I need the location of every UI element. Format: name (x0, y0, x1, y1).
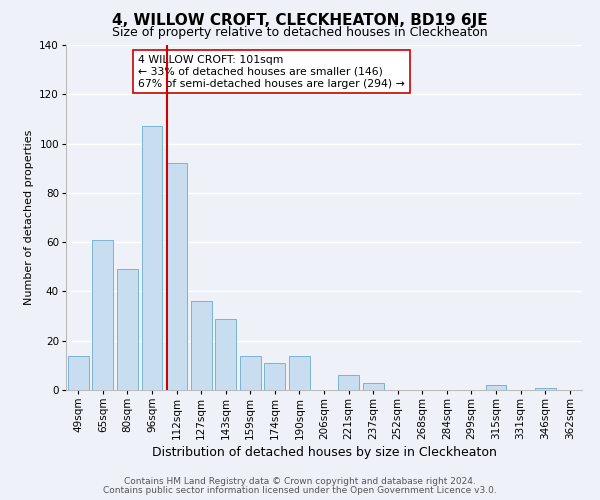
Bar (215, 318, 236, 390)
Bar (166, 164, 187, 390)
Text: Contains HM Land Registry data © Crown copyright and database right 2024.: Contains HM Land Registry data © Crown c… (124, 477, 476, 486)
Bar (535, 388, 556, 390)
Bar (142, 126, 163, 390)
Bar (265, 363, 286, 390)
Text: 4, WILLOW CROFT, CLECKHEATON, BD19 6JE: 4, WILLOW CROFT, CLECKHEATON, BD19 6JE (112, 12, 488, 28)
Bar (289, 356, 310, 390)
Bar (362, 382, 383, 390)
Bar (92, 240, 113, 390)
Text: Size of property relative to detached houses in Cleckheaton: Size of property relative to detached ho… (112, 26, 488, 39)
Bar (191, 302, 212, 390)
Bar (338, 375, 359, 390)
Bar (117, 269, 138, 390)
Text: Contains public sector information licensed under the Open Government Licence v3: Contains public sector information licen… (103, 486, 497, 495)
X-axis label: Distribution of detached houses by size in Cleckheaton: Distribution of detached houses by size … (152, 446, 496, 459)
Bar (240, 356, 261, 390)
Bar (68, 356, 89, 390)
Bar (485, 385, 506, 390)
Text: 4 WILLOW CROFT: 101sqm
← 33% of detached houses are smaller (146)
67% of semi-de: 4 WILLOW CROFT: 101sqm ← 33% of detached… (138, 56, 405, 88)
Y-axis label: Number of detached properties: Number of detached properties (24, 130, 34, 305)
